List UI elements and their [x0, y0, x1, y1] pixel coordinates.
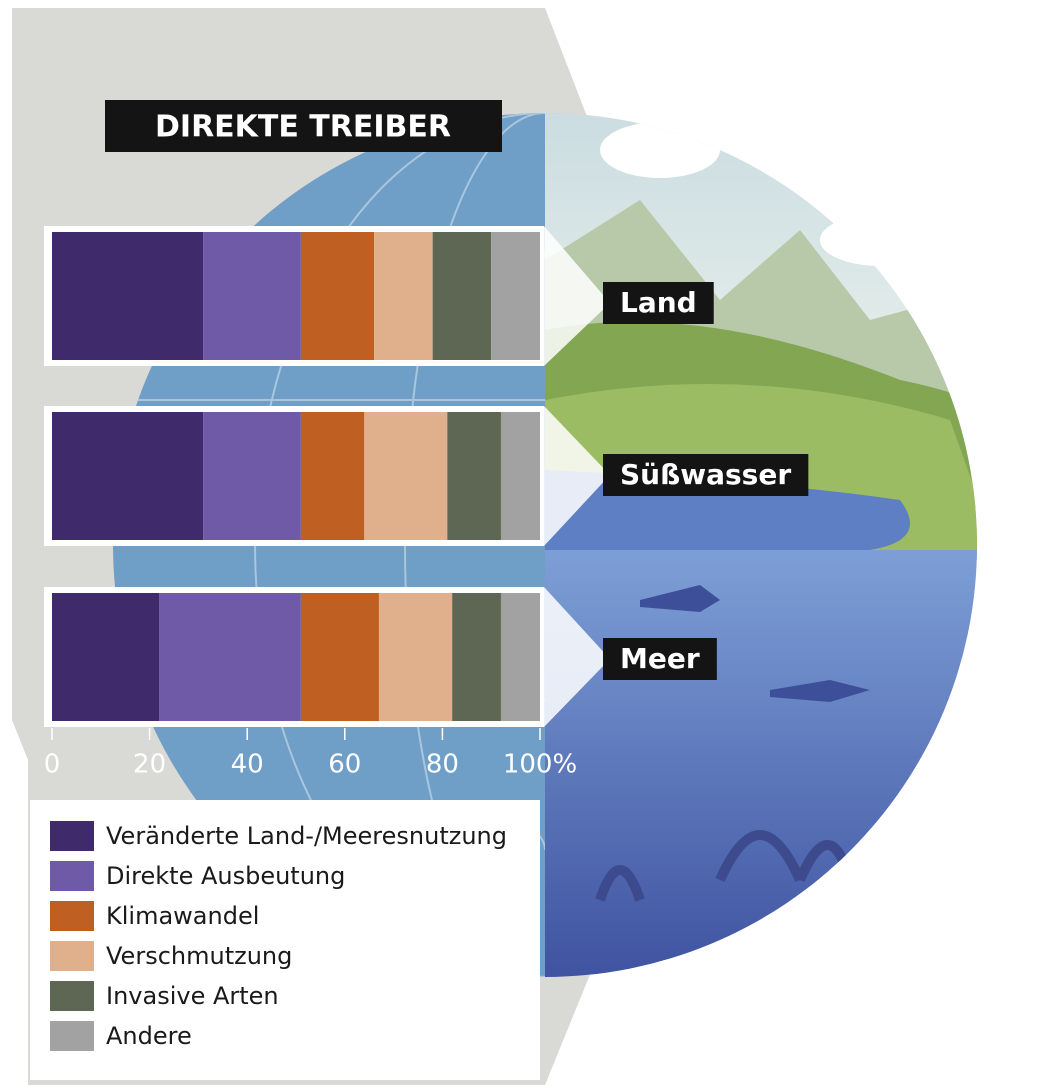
x-tick-label: 20 [133, 750, 166, 780]
x-tick-label: 80 [426, 750, 459, 780]
title-box [105, 100, 502, 152]
bar-segment [452, 593, 501, 721]
legend-swatch [50, 981, 94, 1011]
legend-label: Verschmutzung [106, 942, 292, 970]
bar-segment [300, 593, 379, 721]
bar-segment [203, 412, 301, 540]
bar-segment [300, 232, 375, 360]
bar-segment [52, 232, 204, 360]
pointer [544, 226, 610, 366]
bar-segment [364, 412, 448, 540]
bar-segment [500, 412, 540, 540]
legend-swatch [50, 861, 94, 891]
bar-segment [52, 412, 204, 540]
legend-label: Klimawandel [106, 902, 259, 930]
pointer [544, 406, 610, 546]
x-tick-label: 60 [328, 750, 361, 780]
x-tick-label: 0 [44, 750, 61, 780]
category-label: Land [620, 286, 697, 319]
legend-swatch [50, 941, 94, 971]
bar-segment [432, 232, 492, 360]
bar-segment [203, 232, 301, 360]
category-label-box [603, 282, 714, 324]
chart-title: DIREKTE TREIBER [155, 110, 451, 145]
bar-segment [300, 412, 365, 540]
legend-label: Veränderte Land-/Meeresnutzung [106, 822, 507, 850]
bar-segment [378, 593, 453, 721]
legend-label: Invasive Arten [106, 982, 279, 1010]
bar-segment [374, 232, 433, 360]
bar-segment [500, 593, 540, 721]
category-label-box [603, 638, 717, 680]
legend-swatch [50, 1021, 94, 1051]
legend-label: Andere [106, 1022, 192, 1050]
category-label-box [603, 454, 809, 496]
legend-label: Direkte Ausbeutung [106, 862, 345, 890]
category-label: Meer [620, 642, 700, 675]
x-tick-label: 40 [231, 750, 264, 780]
category-label: Süßwasser [620, 458, 791, 491]
pointer [544, 587, 610, 727]
bar-segment [447, 412, 501, 540]
bar-segment [491, 232, 540, 360]
x-tick-label: 100% [503, 750, 577, 780]
bar-segment [159, 593, 301, 721]
bar-segment [52, 593, 160, 721]
legend-swatch [50, 821, 94, 851]
legend-swatch [50, 901, 94, 931]
legend-box [30, 800, 540, 1080]
